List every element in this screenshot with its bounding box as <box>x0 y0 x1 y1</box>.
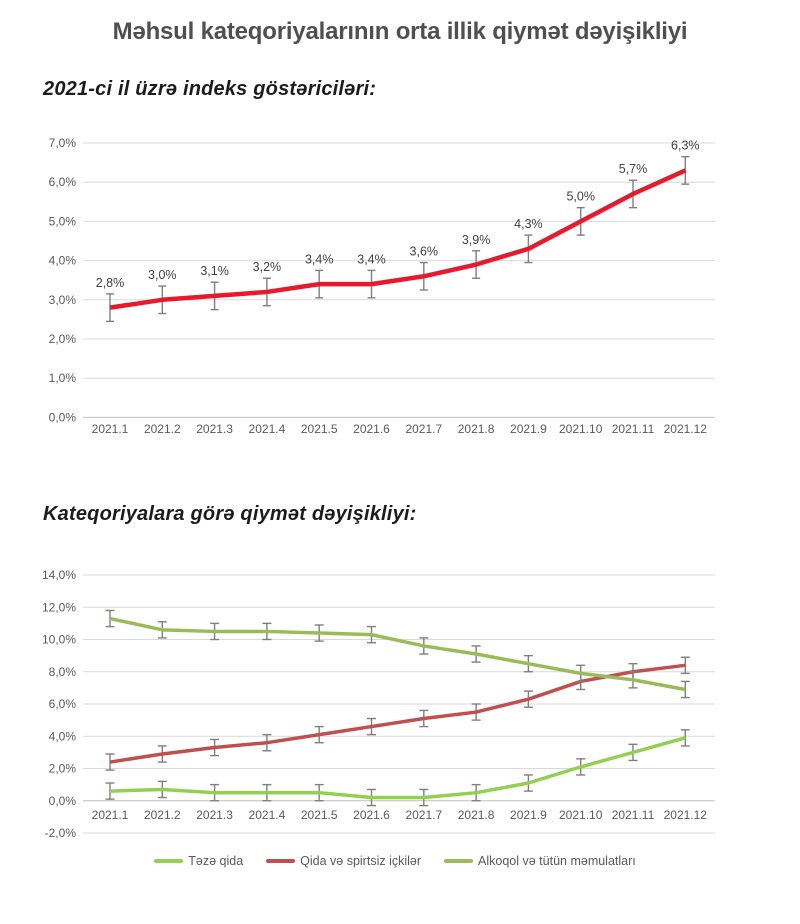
error-bar <box>680 656 690 675</box>
legend-item: Təzə qida <box>154 854 243 868</box>
x-tick-label: 2021.9 <box>510 422 547 436</box>
y-tick-label: 3,0% <box>49 293 77 307</box>
y-tick-label: 4,0% <box>49 729 77 743</box>
y-tick-label: 12,0% <box>42 600 76 614</box>
y-tick-label: 8,0% <box>49 665 77 679</box>
y-tick-label: 4,0% <box>49 254 77 268</box>
error-bar <box>105 609 115 628</box>
y-tick-label: 10,0% <box>42 633 76 647</box>
chart-legend: Təzə qida Qida və spirtsiz içkilər Alkoqol… <box>40 851 750 871</box>
x-tick-label: 2021.3 <box>196 808 233 822</box>
x-tick-label: 2021.5 <box>301 808 338 822</box>
x-tick-label: 2021.8 <box>458 422 495 436</box>
annual-index-line-chart: 0,0% 1,0% 2,0% 3,0% 4,0% 5,0% 6,0% 7,0% 2021.1 20… <box>49 136 715 436</box>
error-bar <box>680 729 690 747</box>
x-tick-label: 2021.10 <box>559 422 603 436</box>
section-heading-categories: Kateqoriyalara görə qiymət dəyişikliyi: <box>43 503 417 525</box>
point-label: 3,2% <box>253 260 282 274</box>
legend-item-label: Təzə qida <box>188 854 244 868</box>
x-tick-label: 2021.4 <box>249 422 286 436</box>
x-tick-label: 2021.1 <box>92 422 129 436</box>
x-tick-label: 2021.9 <box>510 808 547 822</box>
legend-line-swatch-icon <box>154 859 184 863</box>
y-tick-label: 2,0% <box>49 332 77 346</box>
x-tick-label: 2021.6 <box>353 422 390 436</box>
x-tick-label: 2021.11 <box>612 422 655 436</box>
categories-line-chart: -2,0% 0,0% 2,0% 4,0% 6,0% 8,0% 10,0% 12,0% 14,0%… <box>42 568 715 840</box>
x-tick-label: 2021.12 <box>664 422 708 436</box>
x-tick-label: 2021.11 <box>612 808 655 822</box>
x-tick-label: 2021.2 <box>144 808 181 822</box>
point-label: 3,9% <box>462 233 491 247</box>
point-label: 2,8% <box>96 276 125 290</box>
x-tick-label: 2021.1 <box>92 808 129 822</box>
chart-categories: -2,0% 0,0% 2,0% 4,0% 6,0% 8,0% 10,0% 12,0% 14,0%… <box>40 558 750 853</box>
y-tick-label: 0,0% <box>49 410 77 424</box>
legend-line-swatch-icon <box>444 859 474 863</box>
x-tick-label: 2021.7 <box>405 422 442 436</box>
point-label: 3,1% <box>200 264 229 278</box>
x-tick-label: 2021.8 <box>458 808 495 822</box>
y-tick-label: 6,0% <box>49 697 77 711</box>
y-tick-label: -2,0% <box>45 826 77 840</box>
legend-item-label: Qida və spirtsiz içkilər <box>300 854 422 868</box>
x-tick-label: 2021.5 <box>301 422 338 436</box>
point-label: 3,4% <box>305 252 334 266</box>
point-label: 4,3% <box>514 217 543 231</box>
y-tick-label: 5,0% <box>49 214 77 228</box>
x-tick-label: 2021.2 <box>144 422 181 436</box>
chart-annual-index: 0,0% 1,0% 2,0% 3,0% 4,0% 5,0% 6,0% 7,0% 2021.1 20… <box>40 128 750 455</box>
legend-item: Qida və spirtsiz içkilər <box>266 854 421 868</box>
error-bar <box>105 782 115 800</box>
x-tick-label: 2021.12 <box>664 808 708 822</box>
point-label: 5,7% <box>619 162 648 176</box>
y-tick-label: 1,0% <box>49 371 77 385</box>
series-line <box>109 168 687 310</box>
y-tick-label: 6,0% <box>49 175 77 189</box>
y-tick-label: 0,0% <box>49 794 77 808</box>
y-tick-label: 14,0% <box>42 568 76 582</box>
legend-item-label: Alkoqol və tütün məmulatları <box>478 854 636 868</box>
point-label: 3,6% <box>410 245 439 259</box>
point-label: 3,4% <box>357 252 386 266</box>
series-line <box>109 736 686 800</box>
x-tick-label: 2021.7 <box>405 808 442 822</box>
legend-item: Alkoqol və tütün məmulatları <box>444 854 636 868</box>
point-label: 5,0% <box>566 190 595 204</box>
series-line <box>109 616 686 692</box>
point-label: 6,3% <box>671 139 700 153</box>
point-label: 3,0% <box>148 268 177 282</box>
x-tick-label: 2021.10 <box>559 808 603 822</box>
page-title: Məhsul kateqoriyalarının orta illik qiym… <box>112 18 688 45</box>
x-tick-label: 2021.6 <box>353 808 390 822</box>
y-tick-label: 7,0% <box>49 136 77 150</box>
legend-line-swatch-icon <box>266 859 296 863</box>
x-tick-label: 2021.4 <box>249 808 286 822</box>
series-line <box>109 663 686 764</box>
y-tick-label: 2,0% <box>49 762 77 776</box>
error-bar <box>106 293 114 323</box>
x-tick-label: 2021.3 <box>196 422 233 436</box>
section-heading-annual-index: 2021-ci il üzrə indeks göstəriciləri: <box>43 78 377 100</box>
